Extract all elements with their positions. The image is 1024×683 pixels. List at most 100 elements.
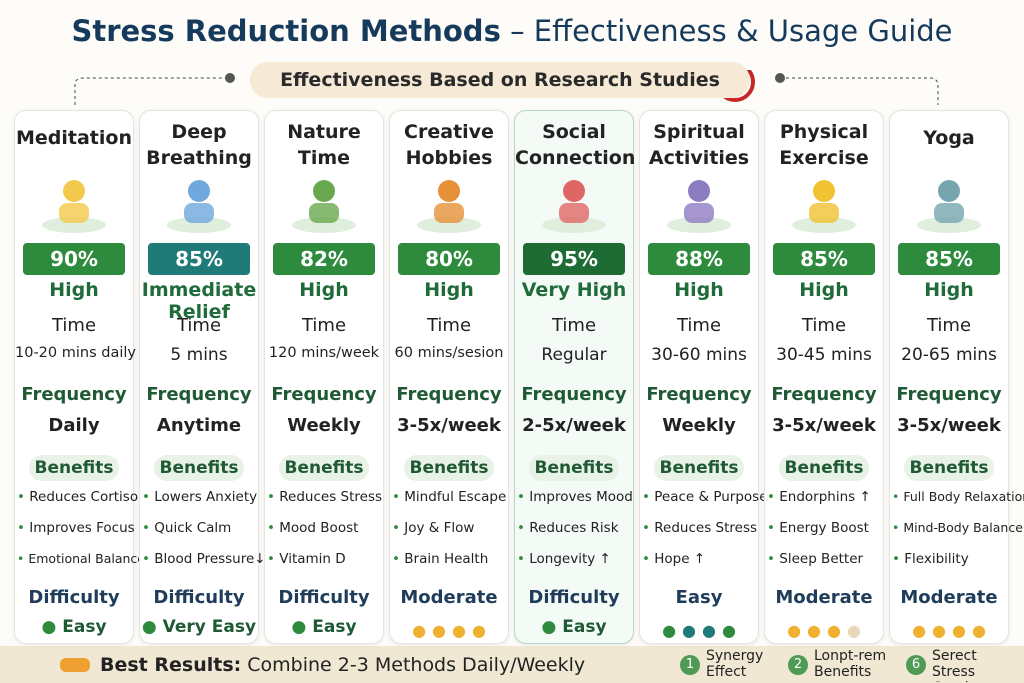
effectiveness-badge: 82% [273,243,375,275]
benefit-item: • Mindful Escape [392,489,512,505]
benefit-text: Flexibility [904,551,969,567]
bullet: • [642,489,655,505]
effectiveness-badge: 95% [523,243,625,275]
rating: High [424,279,474,301]
frequency-label: Frequency [21,384,127,405]
frequency-label: Frequency [146,384,252,405]
benefit-text: Endorphins ↑ [779,489,871,505]
benefit-item: • Improves Mood [517,489,637,505]
time-label: Time [176,315,222,336]
time-label: Time [426,315,472,336]
method-icon [917,180,981,233]
time-value: 30-45 mins [776,345,872,365]
benefit-item: • Flexibility [892,551,1012,567]
time-label: Time [301,315,347,336]
bullet: • [142,489,155,505]
frequency-label: Frequency [771,384,877,405]
benefits-label: Benefits [279,455,369,481]
frequency-value: Daily [48,415,100,436]
frequency-label: Frequency [271,384,377,405]
title-rest: – Effectiveness & Usage Guide [510,14,953,48]
benefit-text: Full Body Relaxation [903,489,1024,504]
handshake-icon [60,658,90,672]
method-name: Creative Hobbies [404,121,494,169]
benefit-item: • Joy & Flow [392,520,512,536]
time-label: Time [676,315,722,336]
dot: ● [912,621,927,640]
benefit-text: Peace & Purpose [654,489,768,505]
benefit-item: • Improves Focus [17,520,137,536]
method-card: Social Connection 95% Very High Time Regular… [514,110,637,644]
benefit-item: • Full Body Relaxation [892,489,1024,504]
method-card: Nature Time 82% High Time 120 mins/week Frequ… [264,110,384,644]
benefit-text: Quick Calm [154,520,232,536]
bullet: • [517,489,530,505]
benefit-text: Reduces Stress [654,520,758,536]
difficulty-dot: ● [41,617,63,637]
frequency-value: 3-5x/week [772,415,876,436]
bullet: • [642,520,655,536]
difficulty-dot: ● [141,617,163,637]
frequency-value: 3-5x/week [897,415,1001,436]
bullet: • [17,489,30,505]
footer-main: Combine 2-3 Methods Daily/Weekly [247,654,586,676]
effectiveness-badge: 85% [898,243,1000,275]
time-label: Time [551,315,597,336]
benefit-item: • Reduces Risk [517,520,637,536]
frequency-label: Frequency [396,384,502,405]
benefit-item: • Mind-Body Balance [892,520,1023,535]
frequency-label: Frequency [896,384,1002,405]
footer-item: Synergy Effect [706,648,764,680]
dot: ● [971,621,986,640]
frequency-value: Weekly [287,415,361,436]
difficulty-label: Difficulty [153,587,245,608]
method-icon [417,180,481,233]
bullet: • [267,520,280,536]
benefit-item: • Emotional Balance [17,551,145,566]
effectiveness-badge: 90% [23,243,125,275]
difficulty-value: ● Easy [15,617,133,637]
bullet: • [892,551,905,567]
effectiveness-badge: 88% [648,243,750,275]
frequency-value: Weekly [662,415,736,436]
time-value: 30-60 mins [651,345,747,365]
time-value: 10-20 mins daily [15,345,136,361]
footer-item: Serect Stress Contiu [932,648,977,682]
benefit-text: Emotional Balance [28,551,145,566]
effectiveness-badge: 85% [148,243,250,275]
benefit-item: • Endorphins ↑ [767,489,887,505]
benefit-item: • Sleep Better [767,551,887,567]
benefit-text: Hope ↑ [654,551,706,567]
dot: ● [846,621,861,640]
benefit-text: Reduces Stress [279,489,383,505]
benefit-text: Brain Health [404,551,489,567]
benefit-text: Vitamin D [279,551,346,567]
method-icon [792,180,856,233]
title-bold: Stress Reduction Methods [71,14,501,48]
bullet: • [392,520,405,536]
benefits-label: Benefits [154,455,244,481]
difficulty-dots: ● ● ● ● [640,621,758,640]
bullet: • [267,489,280,505]
frequency-label: Frequency [646,384,752,405]
difficulty-label: Difficulty [28,587,120,608]
difficulty-value: ● Easy [515,617,633,637]
method-icon [542,180,606,233]
time-label: Time [51,315,97,336]
difficulty-value: Moderate [775,587,873,608]
benefit-text: Mindful Escape [404,489,507,505]
benefits-label: Benefits [654,455,744,481]
method-card: Meditation 90% High Time 10-20 mins daily Fre… [14,110,145,644]
benefit-item: • Hope ↑ [642,551,762,567]
benefits-label: Benefits [904,455,994,481]
footer-number: 6 [906,655,926,675]
bullet: • [142,551,155,567]
method-name: Spiritual Activities [648,121,750,169]
effectiveness-badge: 85% [773,243,875,275]
method-card: Spiritual Activities 88% High Time 30-60 min… [639,110,768,644]
bullet: • [767,520,780,536]
benefit-item: • Quick Calm [142,520,262,536]
difficulty-dot: ● [291,617,313,637]
bullet: • [267,551,280,567]
footer-text: Best Results: Combine 2-3 Methods Daily/… [100,654,585,676]
